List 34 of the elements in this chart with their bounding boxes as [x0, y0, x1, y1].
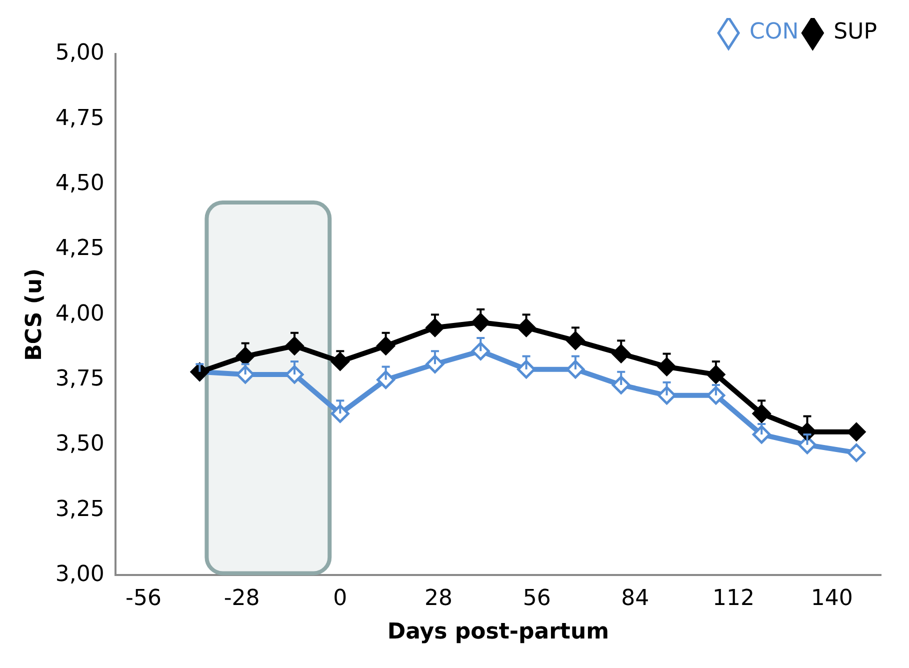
point: [330, 352, 350, 371]
legend-label: CON: [750, 20, 799, 45]
y-tick-label: 4,00: [55, 301, 104, 326]
x-tick-label: 0: [333, 586, 348, 612]
point: [471, 313, 490, 332]
point: [517, 318, 536, 337]
y-tick-label: 4,75: [55, 106, 104, 131]
y-axis-title: BCS (u): [22, 268, 47, 361]
y-tick-label: 5,00: [55, 40, 104, 66]
point: [612, 344, 630, 363]
x-tick-label: -28: [224, 586, 260, 612]
y-tick-label: 4,25: [55, 236, 104, 262]
point: [847, 422, 866, 442]
x-tick-label: 28: [424, 586, 452, 612]
point: [658, 357, 676, 376]
x-tick-label: 84: [621, 586, 650, 612]
point: [376, 336, 396, 356]
x-axis-title: Days post-partum: [387, 620, 610, 645]
x-tick-label: 56: [522, 586, 551, 612]
point: [752, 404, 771, 423]
y-tick-label: 3,50: [55, 432, 104, 457]
y-tick-label: 4,50: [55, 171, 104, 196]
legend-label: SUP: [834, 20, 878, 45]
x-tick-label: 112: [712, 586, 754, 612]
x-tick-label: 140: [810, 586, 853, 612]
point: [847, 443, 866, 462]
point: [426, 318, 444, 337]
x-tick-label: -56: [126, 586, 162, 612]
point: [706, 365, 726, 384]
y-tick-label: 3,75: [55, 366, 104, 392]
y-tick-label: 3,00: [55, 562, 104, 587]
y-tick-label: 3,25: [55, 496, 104, 522]
point: [285, 336, 304, 356]
point: [566, 331, 585, 350]
